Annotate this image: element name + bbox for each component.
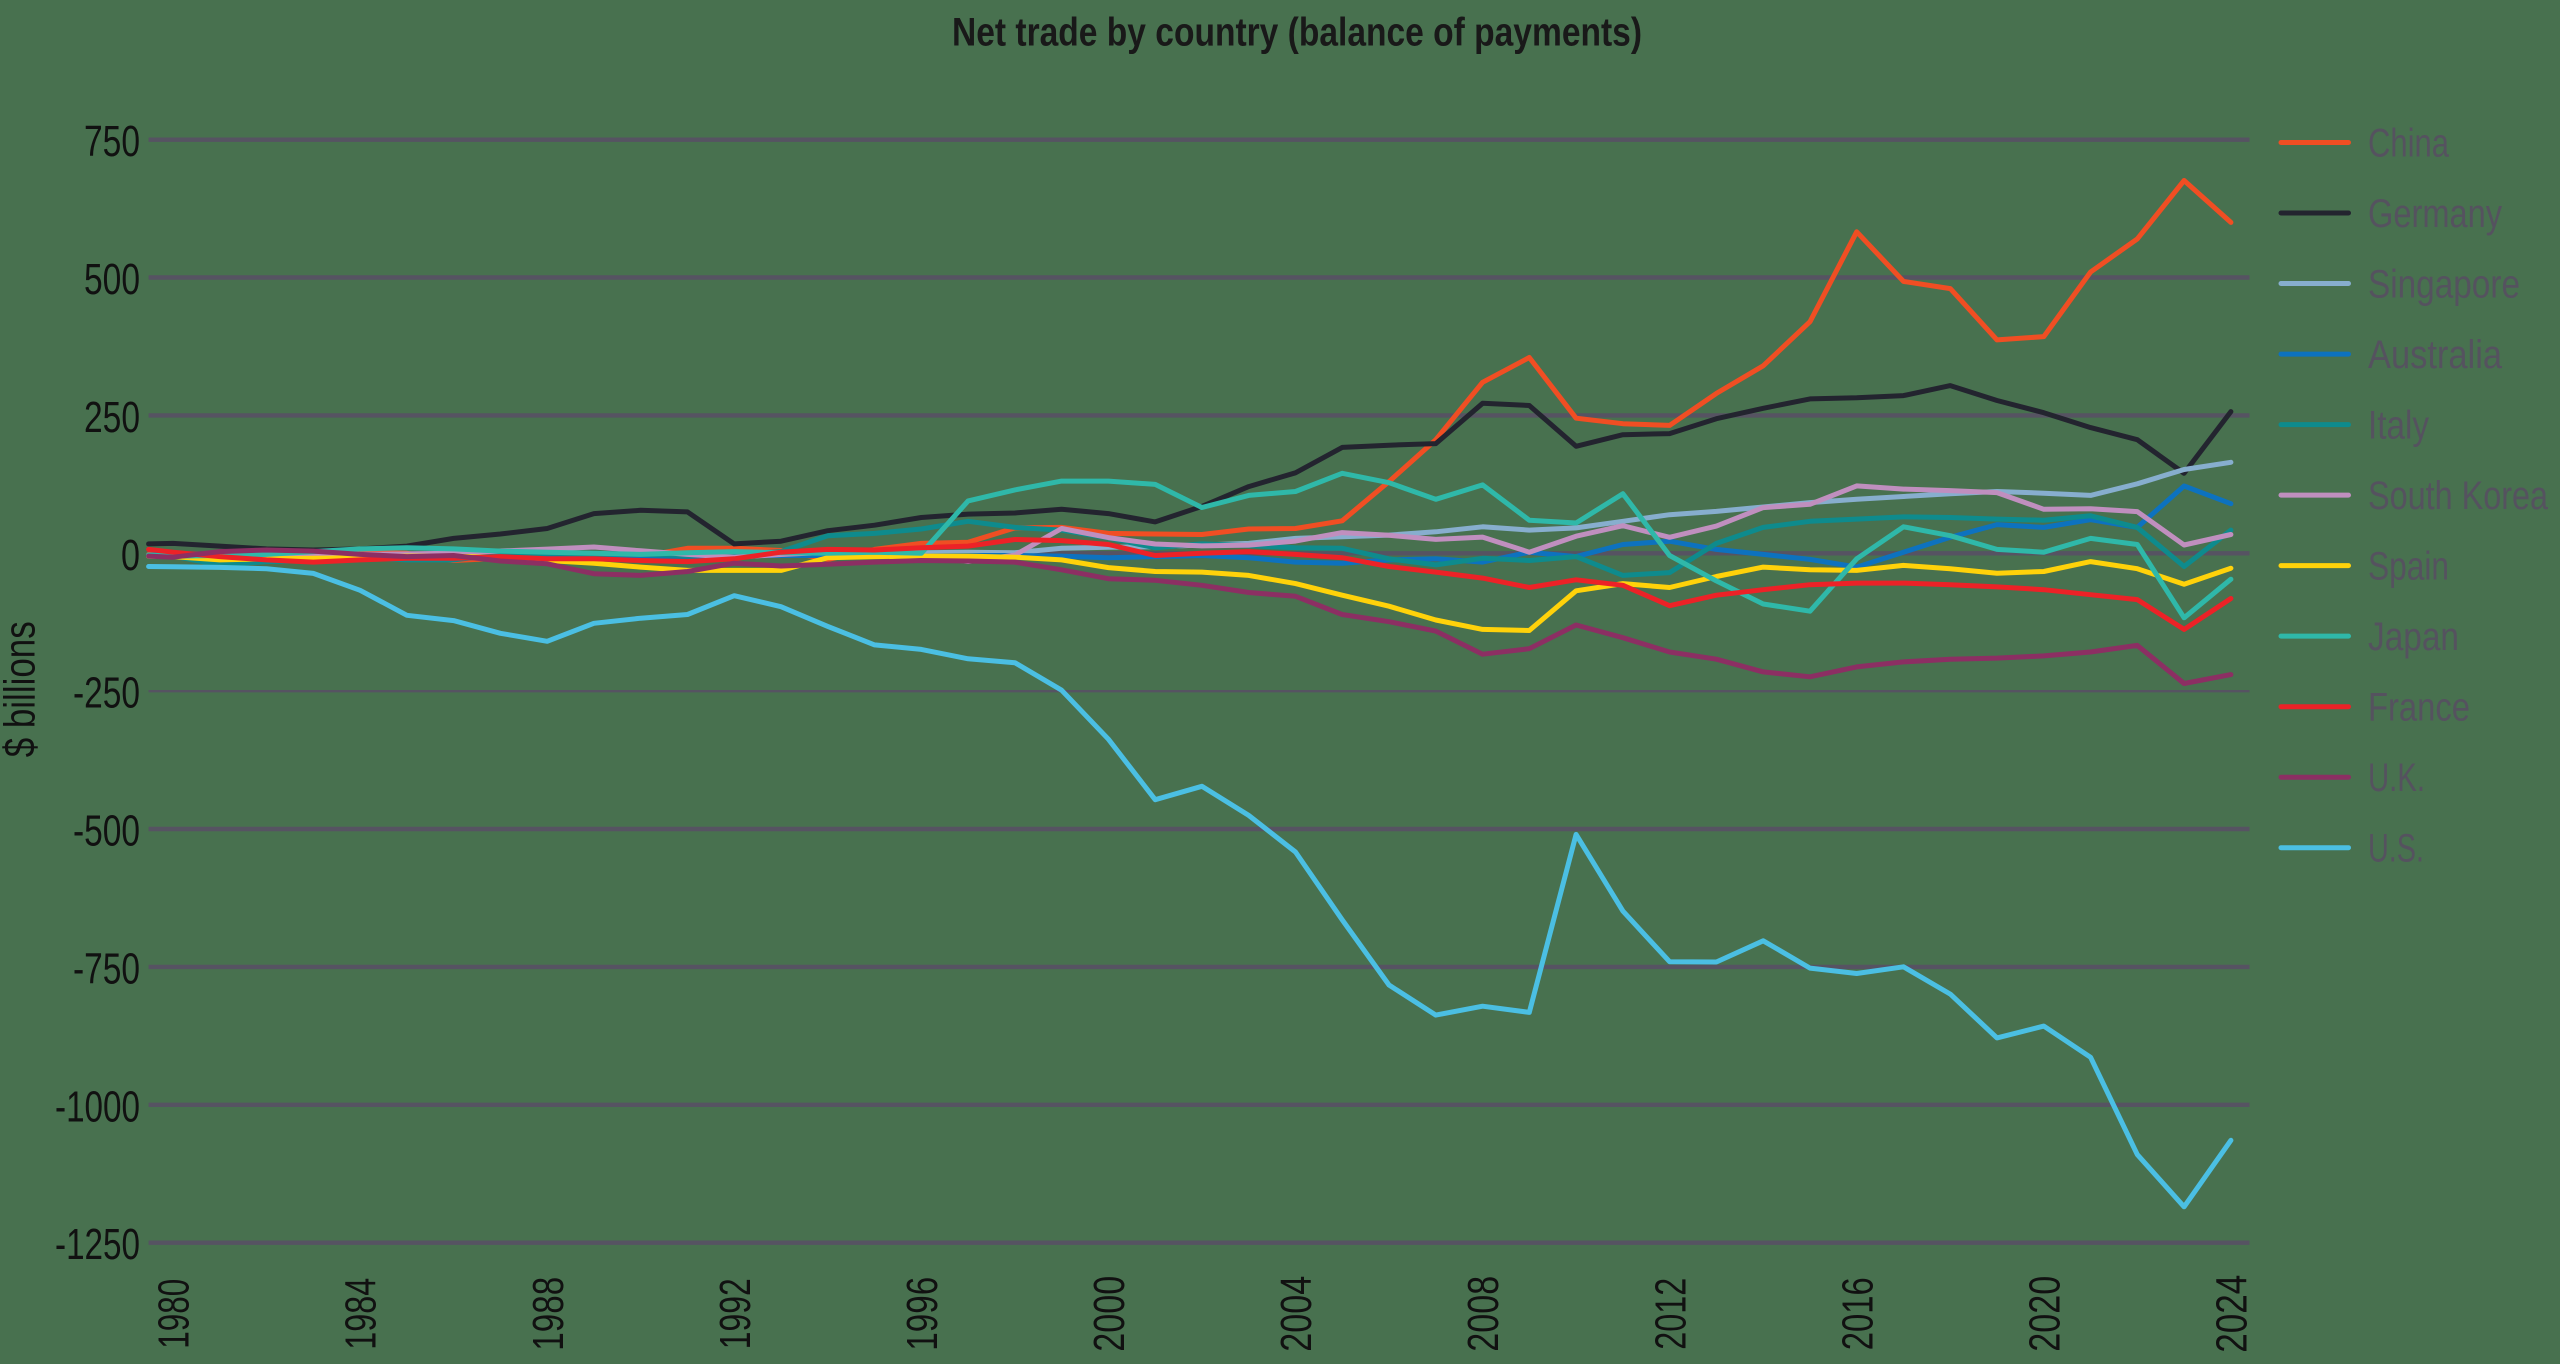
svg-text:Germany: Germany [2368, 192, 2502, 236]
svg-text:France: France [2368, 686, 2470, 730]
svg-text:750: 750 [84, 117, 140, 166]
svg-text:Australia: Australia [2368, 333, 2503, 377]
svg-text:250: 250 [84, 393, 140, 442]
svg-text:-500: -500 [73, 807, 140, 856]
svg-text:1984: 1984 [337, 1278, 386, 1350]
svg-text:Japan: Japan [2368, 615, 2459, 659]
svg-text:0: 0 [121, 531, 140, 580]
svg-text:500: 500 [84, 255, 140, 304]
svg-text:2000: 2000 [1085, 1276, 1134, 1352]
svg-text:$ billions: $ billions [0, 621, 45, 757]
svg-text:1980: 1980 [150, 1279, 199, 1349]
svg-text:1992: 1992 [711, 1278, 760, 1349]
svg-text:Net trade by country (balance: Net trade by country (balance of payment… [952, 11, 1642, 55]
svg-text:1988: 1988 [524, 1277, 573, 1351]
svg-text:South Korea: South Korea [2368, 474, 2549, 518]
svg-text:U.K.: U.K. [2368, 756, 2425, 800]
svg-text:-250: -250 [73, 669, 140, 718]
svg-text:-1250: -1250 [55, 1220, 140, 1269]
svg-text:1996: 1996 [898, 1277, 947, 1351]
svg-text:2024: 2024 [2208, 1275, 2257, 1353]
svg-text:Italy: Italy [2368, 404, 2429, 448]
svg-text:Spain: Spain [2368, 545, 2449, 589]
svg-text:2012: 2012 [1646, 1278, 1695, 1350]
svg-text:2008: 2008 [1459, 1276, 1508, 1352]
svg-text:2016: 2016 [1833, 1277, 1882, 1350]
svg-text:China: China [2368, 122, 2450, 166]
svg-text:2020: 2020 [2021, 1276, 2070, 1352]
svg-text:-1000: -1000 [55, 1082, 140, 1131]
svg-text:U.S.: U.S. [2368, 827, 2424, 871]
svg-text:2004: 2004 [1272, 1276, 1321, 1352]
svg-text:Singapore: Singapore [2368, 263, 2520, 307]
svg-text:-750: -750 [73, 944, 140, 993]
